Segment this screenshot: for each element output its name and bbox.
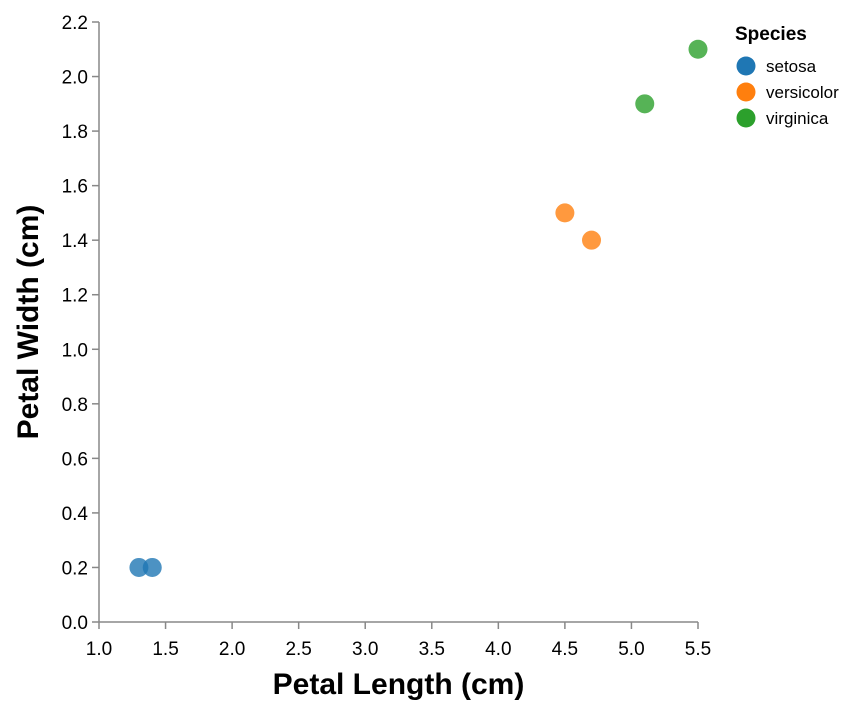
x-tick-label: 2.0: [219, 639, 245, 660]
legend-label-setosa: setosa: [766, 57, 817, 76]
y-tick-label: 1.6: [62, 177, 88, 198]
y-tick-label: 1.4: [62, 231, 89, 252]
y-tick-label: 1.0: [62, 340, 88, 361]
y-tick-label: 1.8: [62, 122, 88, 143]
y-axis-ticks: 0.0 0.2 0.4 0.6 0.8 1.0 1.2 1.4 1.6 1.8 2.0 2.2: [62, 13, 99, 634]
point-virginica-2: [688, 39, 708, 59]
legend-swatch-versicolor: [736, 82, 756, 102]
x-tick-label: 1.0: [86, 639, 112, 660]
x-axis-title: Petal Length (cm): [273, 668, 525, 701]
legend-label-versicolor: versicolor: [766, 83, 839, 102]
x-tick-label: 3.5: [419, 639, 445, 660]
legend: Species setosa versicolor virginica: [735, 24, 839, 128]
legend-swatch-setosa: [736, 56, 756, 76]
x-tick-label: 4.0: [485, 639, 511, 660]
x-tick-label: 5.5: [685, 639, 711, 660]
legend-items: setosa versicolor virginica: [736, 56, 839, 128]
legend-swatch-virginica: [736, 108, 756, 128]
point-versicolor-2: [582, 230, 602, 250]
legend-title: Species: [735, 24, 807, 45]
y-tick-label: 0.8: [62, 395, 88, 416]
y-tick-label: 0.6: [62, 449, 88, 470]
y-tick-label: 0.2: [62, 558, 88, 579]
point-virginica-1: [635, 94, 655, 114]
point-setosa-2: [142, 557, 162, 577]
x-tick-label: 2.5: [285, 639, 311, 660]
y-tick-label: 2.0: [62, 68, 88, 89]
x-tick-label: 1.5: [152, 639, 178, 660]
x-tick-label: 4.5: [552, 639, 578, 660]
point-setosa-1: [129, 557, 149, 577]
x-tick-label: 3.0: [352, 639, 378, 660]
legend-label-virginica: virginica: [766, 109, 829, 128]
y-tick-label: 0.4: [62, 504, 89, 525]
y-tick-label: 1.2: [62, 286, 88, 307]
data-points: [129, 39, 708, 577]
point-versicolor-1: [555, 203, 575, 223]
y-axis-title: Petal Width (cm): [12, 205, 45, 440]
y-tick-label: 2.2: [62, 13, 88, 34]
x-tick-label: 5.0: [618, 639, 644, 660]
y-tick-label: 0.0: [62, 613, 88, 634]
x-axis-ticks: 1.0 1.5 2.0 2.5 3.0 3.5 4.0 4.5 5.0 5.5: [86, 622, 711, 660]
